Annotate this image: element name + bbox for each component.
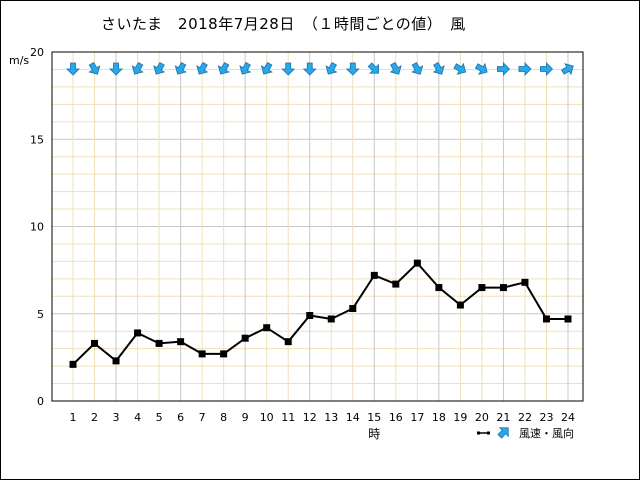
y-tick-label: 5 [37, 308, 44, 321]
wind-arrow [281, 62, 296, 76]
wind-speed-point [69, 360, 77, 368]
wind-arrow [367, 62, 379, 74]
x-tick-label: 11 [281, 411, 295, 424]
y-tick-labels: 0 5 10 15 20 [30, 46, 44, 408]
wind-speed-point [349, 305, 357, 313]
wind-speed-point [220, 350, 228, 358]
x-tick-label: 17 [410, 411, 424, 424]
x-tick-label: 14 [346, 411, 360, 424]
wind-speed-point [306, 311, 314, 319]
wind-speed-series [69, 259, 572, 368]
x-tick-label: 7 [199, 411, 206, 424]
wind-speed-point [112, 357, 120, 365]
x-tick-label: 6 [177, 411, 184, 424]
wind-arrow [518, 62, 532, 76]
wind-speed-point [370, 271, 378, 279]
y-tick-label: 0 [37, 395, 44, 408]
wind-speed-point [327, 315, 335, 323]
x-tick-label: 9 [242, 411, 249, 424]
wind-speed-line [72, 261, 568, 366]
wind-arrow [497, 62, 511, 76]
wind-speed-point [241, 334, 249, 342]
wind-arrow [153, 62, 166, 75]
wind-speed-point [499, 284, 507, 292]
wind-arrow [432, 62, 445, 75]
grid [51, 51, 584, 402]
x-tick-label: 2 [91, 411, 98, 424]
wind-arrow [325, 62, 338, 75]
wind-arrow [540, 62, 554, 76]
wind-speed-point [284, 338, 292, 346]
wind-speed-point [155, 339, 163, 347]
wind-arrow [66, 62, 80, 76]
wind-arrow [302, 62, 317, 76]
wind-arrow [88, 62, 101, 75]
x-tick-label: 4 [134, 411, 141, 424]
x-tick-labels: 1 2 3 4 5 6 7 8 9 10 11 12 13 14 15 16 17 18 19 20 21 22 23 24 [70, 411, 576, 424]
wind-arrow [174, 62, 187, 75]
x-tick-label: 5 [156, 411, 163, 424]
x-tick-label: 16 [389, 411, 403, 424]
legend-marker [487, 431, 490, 435]
wind-arrow [109, 62, 124, 76]
wind-direction-arrows [66, 62, 574, 76]
x-tick-label: 24 [561, 411, 575, 424]
wind-arrow [411, 62, 424, 75]
wind-speed-point [177, 338, 185, 346]
legend-marker [477, 431, 480, 435]
chart-title: さいたま 2018年7月28日 （１時間ごとの値） 風 [101, 15, 466, 33]
x-axis-label: 時 [368, 427, 380, 441]
x-tick-label: 3 [113, 411, 120, 424]
y-tick-label: 20 [30, 46, 44, 59]
wind-arrow [196, 62, 209, 75]
wind-arrow [260, 62, 273, 75]
wind-speed-point [413, 259, 421, 267]
x-tick-label: 22 [518, 411, 532, 424]
y-tick-label: 10 [30, 221, 44, 234]
wind-speed-point [263, 324, 271, 332]
y-tick-label: 15 [30, 133, 44, 146]
wind-arrow [131, 62, 144, 75]
x-tick-label: 15 [367, 411, 381, 424]
wind-speed-point [198, 350, 206, 358]
wind-speed-point [478, 284, 486, 292]
x-tick-label: 8 [220, 411, 227, 424]
x-tick-label: 13 [324, 411, 338, 424]
x-tick-label: 12 [303, 411, 317, 424]
x-tick-label: 21 [496, 411, 510, 424]
wind-arrow [217, 62, 230, 75]
wind-arrow [453, 62, 467, 75]
x-tick-label: 18 [432, 411, 446, 424]
wind-speed-point [542, 315, 550, 323]
wind-speed-point [456, 301, 464, 309]
wind-arrow [474, 62, 488, 75]
x-tick-label: 23 [539, 411, 553, 424]
y-axis-unit: m/s [9, 54, 30, 67]
legend: 風速・風向 [477, 426, 574, 440]
x-tick-label: 20 [475, 411, 489, 424]
wind-speed-point [392, 280, 400, 288]
wind-arrow [345, 62, 360, 76]
plot-border [51, 51, 584, 402]
x-tick-label: 10 [260, 411, 274, 424]
x-tick-label: 1 [70, 411, 77, 424]
wind-arrow [561, 63, 574, 76]
wind-speed-point [521, 278, 529, 286]
wind-speed-point [91, 339, 99, 347]
x-tick-label: 19 [453, 411, 467, 424]
wind-arrow [389, 62, 402, 75]
wind-arrow [239, 62, 252, 75]
legend-label: 風速・風向 [519, 426, 574, 440]
legend-arrow-icon [497, 427, 509, 439]
wind-speed-point [134, 329, 142, 337]
wind-speed-point [564, 315, 572, 323]
wind-speed-point [435, 284, 443, 292]
